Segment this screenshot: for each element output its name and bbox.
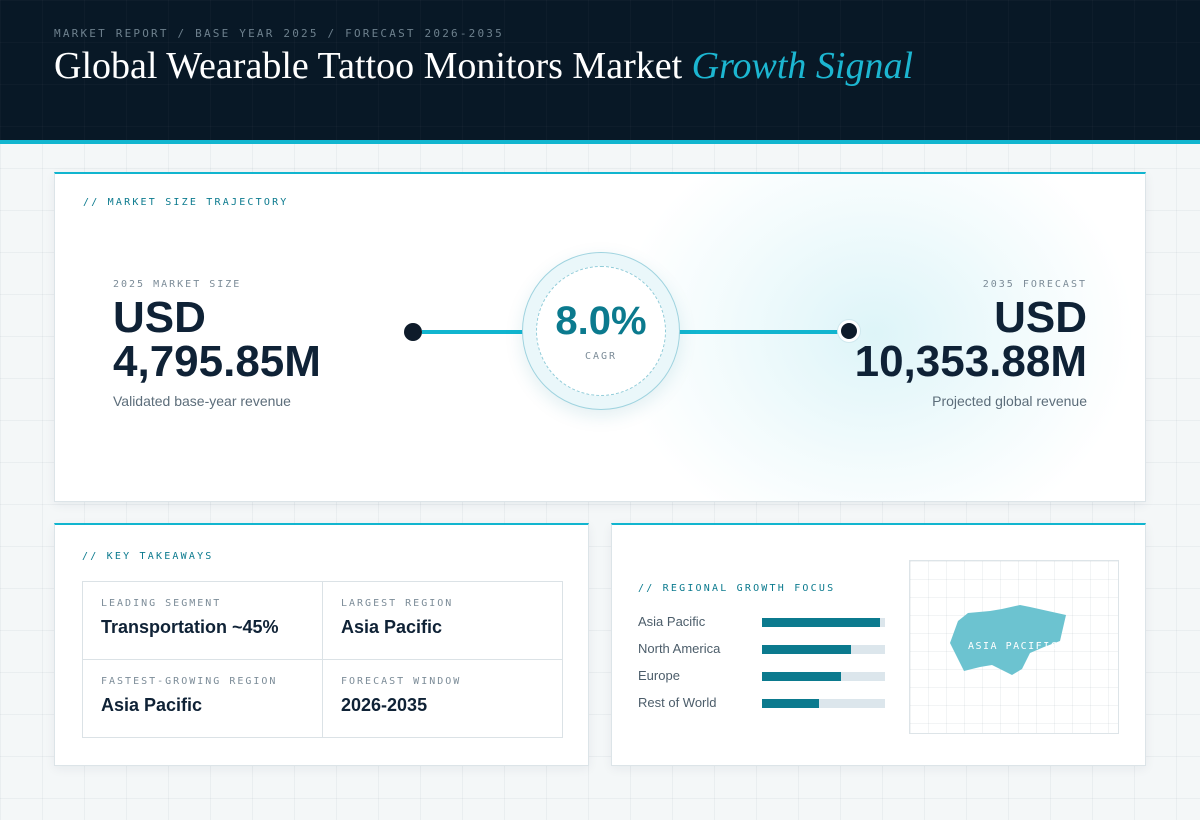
start-value: 4,795.85M: [113, 337, 321, 386]
end-currency: USD: [994, 293, 1087, 342]
takeaway-forecast-window: FORECAST WINDOW 2026-2035: [323, 660, 563, 738]
region-map: ASIA PACIFIC: [909, 560, 1119, 734]
region-bar-track: [762, 645, 885, 654]
title-accent: Growth Signal: [691, 45, 914, 87]
takeaway-label: LARGEST REGION: [341, 598, 454, 609]
cagr-inner-ring: 8.0% CAGR: [536, 266, 666, 396]
region-name: Asia Pacific: [638, 614, 706, 629]
end-dot: [838, 320, 860, 342]
end-market-stat: 2035 FORECAST USD 10,353.88M Projected g…: [855, 279, 1087, 409]
start-dot: [404, 323, 422, 341]
region-bar-fill: [762, 672, 841, 681]
takeaway-largest-region: LARGEST REGION Asia Pacific: [323, 582, 563, 660]
title-main: Global Wearable Tattoo Monitors Market: [54, 45, 683, 87]
region-bar-row: North America: [638, 640, 888, 667]
trajectory-section-label: // MARKET SIZE TRAJECTORY: [83, 197, 289, 208]
regional-bars: Asia Pacific North America Europe Rest o…: [638, 613, 888, 721]
start-label: 2025 MARKET SIZE: [113, 279, 242, 290]
start-market-stat: 2025 MARKET SIZE USD 4,795.85M Validated…: [113, 279, 321, 409]
background-glow: [615, 174, 1135, 501]
region-bar-row: Europe: [638, 667, 888, 694]
takeaway-leading-segment: LEADING SEGMENT Transportation ~45%: [83, 582, 323, 660]
region-name: Europe: [638, 668, 680, 683]
region-bar-track: [762, 699, 885, 708]
region-bar-fill: [762, 618, 881, 627]
report-eyebrow: MARKET REPORT / BASE YEAR 2025 / FORECAS…: [54, 27, 504, 40]
start-currency: USD: [113, 293, 206, 342]
region-bar-track: [762, 618, 885, 627]
end-note: Projected global revenue: [932, 393, 1087, 409]
end-label: 2035 FORECAST: [982, 279, 1087, 290]
page-title: Global Wearable Tattoo Monitors Market G…: [54, 44, 913, 88]
takeaway-label: FASTEST-GROWING REGION: [101, 676, 278, 687]
region-bar-fill: [762, 645, 851, 654]
region-name: Rest of World: [638, 695, 717, 710]
map-region-label: ASIA PACIFIC: [968, 641, 1059, 652]
trajectory-line-left: [422, 330, 524, 334]
region-name: North America: [638, 641, 721, 656]
takeaway-value: Asia Pacific: [101, 695, 203, 715]
region-bar-row: Rest of World: [638, 694, 888, 721]
region-bar-row: Asia Pacific: [638, 613, 888, 640]
takeaways-section-label: // KEY TAKEAWAYS: [82, 551, 214, 562]
asia-pacific-map-shape: [950, 605, 1066, 675]
start-note: Validated base-year revenue: [113, 393, 291, 409]
report-header: MARKET REPORT / BASE YEAR 2025 / FORECAS…: [0, 0, 1200, 144]
takeaway-value: Asia Pacific: [341, 617, 443, 637]
takeaways-grid: LEADING SEGMENT Transportation ~45% LARG…: [82, 581, 563, 738]
takeaway-label: FORECAST WINDOW: [341, 676, 462, 687]
takeaway-label: LEADING SEGMENT: [101, 598, 222, 609]
regional-section-label: // REGIONAL GROWTH FOCUS: [638, 583, 836, 594]
key-takeaways-card: // KEY TAKEAWAYS LEADING SEGMENT Transpo…: [54, 523, 589, 766]
trajectory-line-right: [678, 330, 838, 334]
cagr-label: CAGR: [584, 351, 618, 362]
takeaway-value: Transportation ~45%: [101, 617, 279, 637]
cagr-value: 8.0%: [555, 299, 647, 343]
takeaway-fastest-growing-region: FASTEST-GROWING REGION Asia Pacific: [83, 660, 323, 738]
market-size-card: // MARKET SIZE TRAJECTORY 2025 MARKET SI…: [54, 172, 1146, 502]
region-bar-track: [762, 672, 885, 681]
end-value: 10,353.88M: [854, 337, 1087, 386]
cagr-ring: 8.0% CAGR: [522, 252, 680, 410]
regional-growth-card: // REGIONAL GROWTH FOCUS Asia Pacific No…: [611, 523, 1146, 766]
takeaway-value: 2026-2035: [341, 695, 428, 715]
region-bar-fill: [762, 699, 819, 708]
